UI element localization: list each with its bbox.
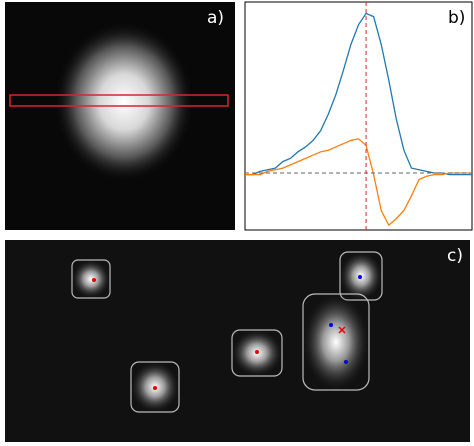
profile-box	[9, 94, 229, 107]
plot-frame	[244, 1, 473, 231]
panel-label: a)	[207, 8, 224, 28]
centroid	[329, 323, 333, 327]
panel-label: c)	[447, 246, 463, 266]
centroid	[358, 275, 362, 279]
centroid	[344, 360, 348, 364]
centroid	[92, 278, 96, 282]
spot	[71, 259, 111, 299]
centroid	[153, 386, 157, 390]
merged-centroid	[338, 326, 346, 334]
panel-label: b)	[448, 8, 465, 28]
centroids	[92, 275, 362, 390]
centroid	[255, 350, 259, 354]
series-line	[245, 138, 472, 227]
plot-b: b)	[244, 1, 473, 231]
blob	[54, 22, 194, 182]
spot	[302, 293, 370, 391]
